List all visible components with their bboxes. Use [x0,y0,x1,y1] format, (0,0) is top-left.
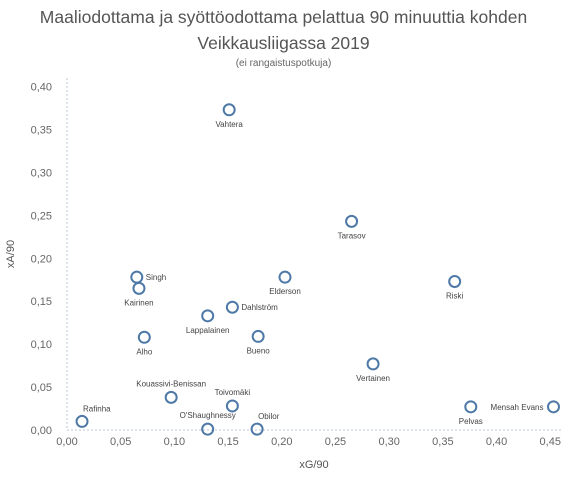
point-label: Dahlström [241,303,278,312]
data-point [345,214,359,228]
y-tick-label: 0,10 [31,339,52,351]
point-label: Lappalainen [186,326,230,335]
y-axis-label: xA/90 [5,240,17,268]
point-label: Toivomäki [215,388,251,397]
data-point [137,330,151,344]
point-label: Kairinen [124,298,153,307]
data-point [366,357,380,371]
point-label: Obilor [258,412,280,421]
y-tick-label: 0,05 [31,382,52,394]
data-point [464,400,478,414]
point-label: Alho [136,347,153,356]
point-label: Singh [146,273,166,282]
data-point [448,274,462,288]
y-tick-label: 0,15 [31,296,52,308]
point-label: O'Shaughnessy [180,411,236,420]
data-point [164,390,178,404]
data-point [201,309,215,323]
data-point [251,329,265,343]
data-point [201,422,215,436]
point-label: Pelvas [459,417,483,426]
data-point [546,400,560,414]
y-tick-label: 0,30 [31,167,52,179]
y-tick-label: 0,20 [31,253,52,265]
x-tick-label: 0,40 [486,436,507,448]
x-tick-label: 0,15 [217,436,238,448]
point-label: Mensah Evans [491,403,544,412]
x-tick-label: 0,30 [378,436,399,448]
x-tick-label: 0,05 [110,436,131,448]
data-point [75,414,89,428]
point-label: Riski [446,291,464,300]
chart-title-line1: Maaliodottama ja syöttöodottama pelattua… [39,7,528,27]
x-tick-label: 0,35 [432,436,453,448]
data-points [75,103,560,436]
y-tick-label: 0,35 [31,125,52,137]
x-axis-label: xG/90 [299,459,328,471]
point-label: Tarasov [338,231,366,240]
data-point [132,281,146,295]
data-point [130,270,144,284]
data-point [222,103,236,117]
point-label: Kouassivi-Benissan [136,379,206,388]
x-tick-label: 0,10 [164,436,185,448]
point-label: Elderson [269,287,301,296]
data-point [278,270,292,284]
point-labels: Vahtera Tarasov Singh Kairinen Elderson Riski… [83,120,543,426]
x-tick-label: 0,25 [325,436,346,448]
chart-subtitle: (ei rangaistuspotkuja) [235,58,332,69]
point-label: Vahtera [215,120,243,129]
axes: 0,00 0,05 0,10 0,15 0,20 0,25 0,30 0,35 0,40 0,45… [31,78,561,448]
y-tick-label: 0,25 [31,210,52,222]
point-label: Rafinha [83,404,111,413]
point-label: Vertainen [356,374,390,383]
y-tick-label: 0,00 [31,425,52,437]
data-point [225,300,239,314]
x-tick-label: 0,20 [271,436,292,448]
point-label: Bueno [247,346,271,355]
y-tick-label: 0,40 [31,82,52,94]
chart-title-line2: Veikkausliigassa 2019 [197,33,370,53]
x-tick-label: 0,45 [540,436,561,448]
data-point [225,399,239,413]
x-tick-label: 0,00 [56,436,77,448]
data-point [250,422,264,436]
